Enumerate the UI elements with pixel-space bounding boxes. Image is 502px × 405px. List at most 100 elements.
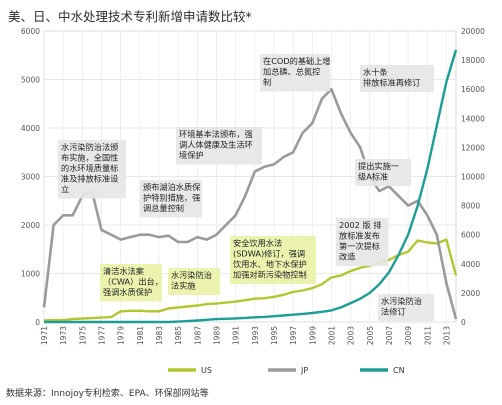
annotation-text: 布实施，全国性 bbox=[61, 153, 118, 163]
annotation-text: 水污染防治 bbox=[381, 296, 422, 306]
annotation-box: 清洁水法案（CWA）出台，强调水质保护 bbox=[100, 264, 163, 302]
annotation-text: 护特别措施，强 bbox=[143, 193, 200, 203]
x-tick-label: 2001 bbox=[327, 326, 336, 345]
x-tick-label: 1983 bbox=[155, 326, 164, 345]
right-tick-label: 18000 bbox=[461, 56, 485, 65]
annotation-text: 放标准发布 bbox=[339, 231, 380, 241]
annotation-bg bbox=[58, 140, 126, 199]
annotation-text: 2002 版 排 bbox=[339, 220, 381, 230]
left-tick-label: 4000 bbox=[21, 124, 40, 133]
x-tick-label: 1991 bbox=[232, 326, 241, 345]
annotation-bg bbox=[378, 294, 434, 321]
x-tick-label: 1989 bbox=[212, 326, 221, 345]
annotation-text: 法修订 bbox=[381, 307, 406, 317]
right-tick-label: 10000 bbox=[461, 173, 485, 182]
left-tick-label: 2000 bbox=[21, 221, 40, 230]
left-tick-label: 5000 bbox=[21, 76, 40, 85]
right-tick-label: 16000 bbox=[461, 85, 485, 94]
x-tick-label: 1999 bbox=[308, 326, 317, 345]
annotation-text: 的水环境质量标 bbox=[61, 163, 118, 173]
annotation-text: 调总量控制 bbox=[143, 203, 184, 213]
annotation-text: 排放标准再修订 bbox=[363, 78, 420, 88]
x-tick-label: 1985 bbox=[174, 326, 183, 345]
legend-label-jp: JP bbox=[300, 366, 308, 375]
x-tick-label: 2007 bbox=[385, 326, 394, 345]
annotation-bg bbox=[260, 54, 330, 92]
annotation-bg bbox=[360, 65, 434, 92]
annotation-text: 饮用水、地下水保护 bbox=[233, 259, 307, 269]
annotation-text: 加总磷、总氮控 bbox=[263, 67, 320, 77]
annotation-bg bbox=[230, 236, 316, 284]
annotation-text: 水污染防治法颁 bbox=[61, 142, 118, 152]
annotation-bg bbox=[140, 180, 202, 218]
left-tick-label: 6000 bbox=[21, 27, 40, 36]
right-tick-label: 2000 bbox=[461, 289, 480, 298]
annotation-text: 环境基本法颁布，强 bbox=[179, 129, 253, 139]
x-tick-label: 1993 bbox=[251, 326, 260, 345]
annotation-text: 准及排放标准设 bbox=[61, 174, 118, 184]
annotation-text: 境保护 bbox=[179, 150, 204, 160]
x-tick-label: 1997 bbox=[289, 326, 298, 345]
annotation-text: 法实施 bbox=[171, 281, 196, 291]
annotation-text: 清洁水法案 bbox=[103, 266, 144, 276]
series-line-jp bbox=[42, 87, 458, 320]
left-tick-label: 0 bbox=[35, 318, 40, 327]
annotation-bg bbox=[176, 127, 262, 165]
x-tick-label: 1981 bbox=[136, 326, 145, 345]
right-tick-label: 4000 bbox=[461, 260, 480, 269]
right-tick-label: 12000 bbox=[461, 143, 485, 152]
x-tick-label: 1975 bbox=[78, 326, 87, 345]
right-tick-label: 8000 bbox=[461, 202, 480, 211]
right-tick-label: 0 bbox=[461, 318, 466, 327]
annotation-text: 水污染防治 bbox=[171, 270, 212, 280]
legend-label-cn: CN bbox=[393, 366, 405, 375]
x-tick-label: 2003 bbox=[347, 326, 356, 345]
annotation-bg bbox=[168, 268, 220, 295]
annotation-text: 级A标准 bbox=[358, 172, 388, 182]
annotation-text: 改造 bbox=[339, 252, 355, 262]
legend-label-us: US bbox=[201, 366, 212, 375]
x-tick-label: 2005 bbox=[366, 326, 375, 345]
x-tick-label: 1977 bbox=[97, 326, 106, 345]
right-tick-label: 20000 bbox=[461, 27, 485, 36]
x-tick-label: 1973 bbox=[59, 326, 68, 345]
annotation-text: 在COD的基础上增 bbox=[263, 56, 331, 66]
x-tick-label: 1995 bbox=[270, 326, 279, 345]
annotation-text: 第一次提标 bbox=[339, 241, 380, 251]
annotation-bg bbox=[100, 264, 162, 302]
left-tick-label: 1000 bbox=[21, 270, 40, 279]
annotation-text: (SDWA)修订，强调 bbox=[233, 249, 305, 259]
annotation-text: 提出实施一 bbox=[358, 161, 399, 171]
x-tick-label: 1979 bbox=[117, 326, 126, 345]
x-tick-label: 1971 bbox=[40, 326, 49, 345]
x-tick-label: 2013 bbox=[442, 326, 451, 345]
right-tick-label: 6000 bbox=[461, 231, 480, 240]
x-axis: 1971 1973 1975 1977 1979 1981 1983 1985 1987 1989… bbox=[40, 326, 451, 345]
annotation-bg bbox=[336, 218, 388, 266]
annotation-text: 制 bbox=[263, 77, 271, 87]
annotation-text: 立 bbox=[61, 184, 69, 194]
legend: US JP CN bbox=[168, 366, 405, 375]
annotation-bg bbox=[355, 159, 411, 186]
annotation-text: 颁布湖泊水质保 bbox=[143, 182, 201, 192]
source-note: 数据来源：Innojoy专利检索、EPA、环保部网站等 bbox=[6, 389, 209, 399]
left-tick-label: 3000 bbox=[21, 173, 40, 182]
x-tick-label: 2009 bbox=[404, 326, 413, 345]
annotation-text: 安全饮用水法 bbox=[233, 238, 282, 248]
chart-title: 美、日、中水处理技术专利新增申请数比较* bbox=[8, 9, 252, 24]
right-y-axis: 0 2000 4000 6000 8000 10000 12000 14000 16000 180… bbox=[461, 27, 485, 327]
annotation-text: 调人体健康及生活环 bbox=[179, 140, 253, 150]
left-y-axis: 0 1000 2000 3000 4000 5000 6000 bbox=[21, 27, 40, 327]
